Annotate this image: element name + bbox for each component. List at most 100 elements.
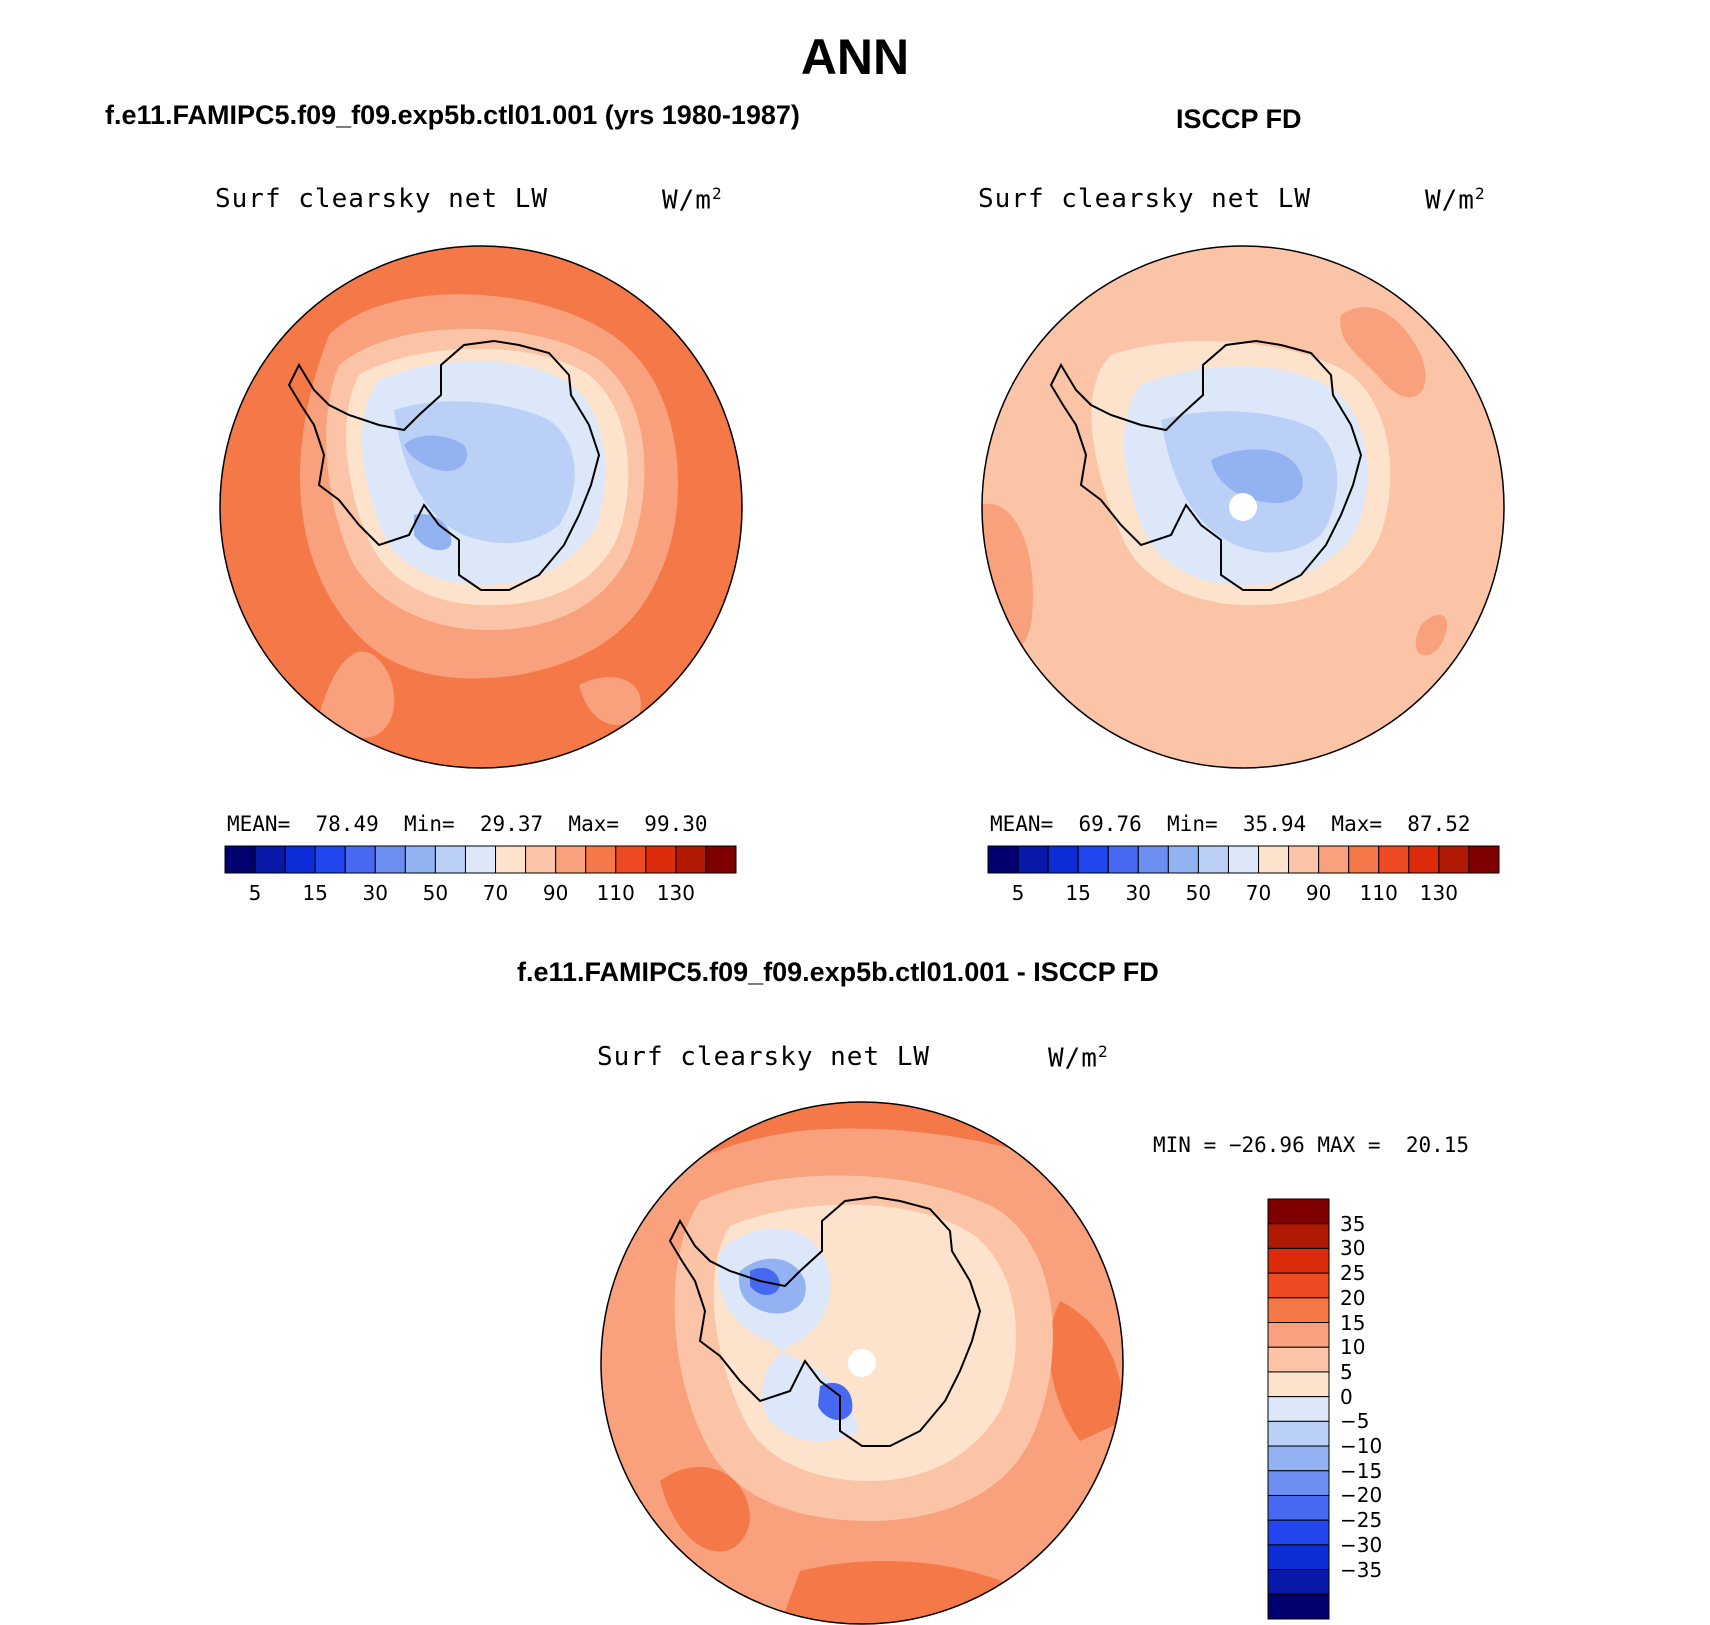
obs-colorbar-tick-label: 5 [1011, 881, 1025, 905]
obs-colorbar-swatch [1348, 845, 1380, 874]
model-colorbar-tick-label: 5 [248, 881, 262, 905]
obs-colorbar-tick-label: 70 [1245, 881, 1272, 905]
obs-colorbar-swatch [987, 845, 1019, 874]
diff-colorbar-tick-label: −15 [1340, 1458, 1383, 1483]
model-colorbar-swatch [224, 845, 256, 874]
diff-minmax: MIN = −26.96 MAX = 20.15 [1153, 1133, 1470, 1157]
obs-colorbar-swatch [1468, 845, 1500, 874]
diff-colorbar-swatch [1267, 1569, 1330, 1595]
diff-colorbar-swatch [1267, 1198, 1330, 1225]
model-colorbar-swatch [705, 845, 737, 874]
model-antarctica-coastline [287, 339, 601, 591]
diff-colorbar-tick-label: −35 [1340, 1557, 1383, 1582]
diff-colorbar-swatch [1267, 1371, 1330, 1398]
model-variable-label: Surf clearsky net LW [215, 184, 549, 214]
diff-colorbar-tick-label: 10 [1340, 1335, 1366, 1360]
obs-colorbar-swatch [1017, 845, 1049, 874]
obs-colorbar-ticks: 5 15 30 50 70 90 110 130 [988, 881, 1499, 907]
diff-colorbar-swatch [1267, 1396, 1330, 1422]
obs-colorbar-swatch [1047, 845, 1079, 874]
model-polar-map [219, 245, 743, 769]
diff-colorbar-tick-label: 20 [1340, 1285, 1366, 1310]
obs-colorbar-swatch [1378, 845, 1410, 874]
model-colorbar [224, 845, 737, 874]
diff-colorbar-tick-label: 15 [1340, 1310, 1366, 1335]
model-colorbar-swatch [284, 845, 316, 874]
obs-colorbar-swatch [1137, 845, 1169, 874]
diff-colorbar-swatch [1267, 1247, 1330, 1274]
obs-colorbar-tick-label: 130 [1419, 881, 1458, 905]
model-case-title: f.e11.FAMIPC5.f09_f09.exp5b.ctl01.001 (y… [105, 100, 800, 130]
model-colorbar-swatch [464, 845, 497, 874]
obs-colorbar-swatch [1197, 845, 1229, 874]
diff-colorbar-swatch [1267, 1223, 1330, 1249]
diff-colorbar-tick-label: −20 [1340, 1483, 1383, 1508]
model-units-label: W/m2 [662, 184, 723, 216]
model-colorbar-swatch [374, 845, 406, 874]
model-colorbar-swatch [434, 845, 466, 874]
obs-units-label: W/m2 [1425, 184, 1486, 216]
model-colorbar-tick-label: 70 [482, 881, 509, 905]
model-colorbar-swatch [645, 845, 677, 874]
model-colorbar-tick-label: 110 [596, 881, 635, 905]
diff-colorbar-swatch [1267, 1322, 1330, 1348]
diff-colorbar-tick-label: −5 [1340, 1409, 1370, 1434]
diff-colorbar-tick-label: 0 [1340, 1384, 1353, 1409]
diff-colorbar-tick-label: 35 [1340, 1211, 1366, 1236]
diff-colorbar-swatch [1267, 1470, 1330, 1496]
model-colorbar-tick-label: 15 [302, 881, 328, 905]
model-colorbar-swatch [615, 845, 647, 874]
model-colorbar-swatch [525, 845, 557, 874]
model-colorbar-swatch [555, 845, 587, 874]
obs-colorbar-tick-label: 110 [1359, 881, 1398, 905]
obs-colorbar-swatch [1318, 845, 1350, 874]
diff-colorbar-swatch [1267, 1272, 1330, 1299]
diff-antarctica-coastline [668, 1195, 982, 1447]
figure-title: ANN [800, 29, 910, 85]
model-map-border [219, 245, 743, 769]
obs-colorbar-swatch [1288, 845, 1320, 874]
obs-colorbar-swatch [1107, 845, 1139, 874]
diff-colorbar-ticks: 35 30 25 20 15 10 5 0 −5 −10 −15 −20 −25 −30 −35 [1340, 1199, 1420, 1619]
diff-colorbar-swatch [1267, 1346, 1330, 1373]
obs-variable-label: Surf clearsky net LW [978, 184, 1312, 214]
diff-colorbar-tick-label: −10 [1340, 1434, 1383, 1459]
model-stats: MEAN= 78.49 Min= 29.37 Max= 99.30 [227, 812, 708, 836]
obs-colorbar-tick-label: 30 [1125, 881, 1152, 905]
model-colorbar-ticks: 5 15 30 50 70 90 110 130 [225, 881, 736, 907]
diff-colorbar-tick-label: −30 [1340, 1532, 1383, 1557]
diff-colorbar-tick-label: 25 [1340, 1261, 1366, 1286]
diff-colorbar-swatch [1267, 1297, 1330, 1324]
diff-colorbar-tick-label: 5 [1340, 1359, 1353, 1384]
model-colorbar-swatch [314, 845, 346, 874]
model-colorbar-tick-label: 50 [422, 881, 449, 905]
diff-polar-hole [848, 1349, 876, 1377]
obs-colorbar-swatch [1408, 845, 1440, 874]
model-colorbar-swatch [585, 845, 617, 874]
obs-case-title: ISCCP FD [1176, 104, 1302, 134]
obs-polar-map [981, 245, 1505, 769]
obs-antarctica-coastline [1049, 339, 1363, 591]
diff-colorbar-swatch [1267, 1494, 1330, 1521]
obs-map-border [981, 245, 1505, 769]
model-colorbar-swatch [404, 845, 436, 874]
obs-colorbar [987, 845, 1500, 874]
diff-polar-map [600, 1101, 1124, 1625]
diff-colorbar-swatch [1267, 1445, 1330, 1472]
diff-colorbar-swatch [1267, 1519, 1330, 1546]
model-colorbar-tick-label: 90 [542, 881, 569, 905]
diff-colorbar [1267, 1198, 1330, 1620]
diff-colorbar-tick-label: 30 [1340, 1236, 1366, 1261]
obs-polar-hole [1229, 493, 1257, 521]
obs-colorbar-tick-label: 90 [1305, 881, 1332, 905]
diff-colorbar-swatch [1267, 1593, 1330, 1620]
diff-variable-label: Surf clearsky net LW [597, 1042, 931, 1072]
obs-stats: MEAN= 69.76 Min= 35.94 Max= 87.52 [990, 812, 1471, 836]
obs-colorbar-swatch [1438, 845, 1470, 874]
diff-case-title: f.e11.FAMIPC5.f09_f09.exp5b.ctl01.001 - … [517, 957, 1159, 987]
model-colorbar-swatch [495, 845, 527, 874]
obs-colorbar-swatch [1167, 845, 1199, 874]
obs-colorbar-swatch [1258, 845, 1290, 874]
diff-units-label: W/m2 [1048, 1042, 1109, 1074]
obs-colorbar-swatch [1077, 845, 1109, 874]
